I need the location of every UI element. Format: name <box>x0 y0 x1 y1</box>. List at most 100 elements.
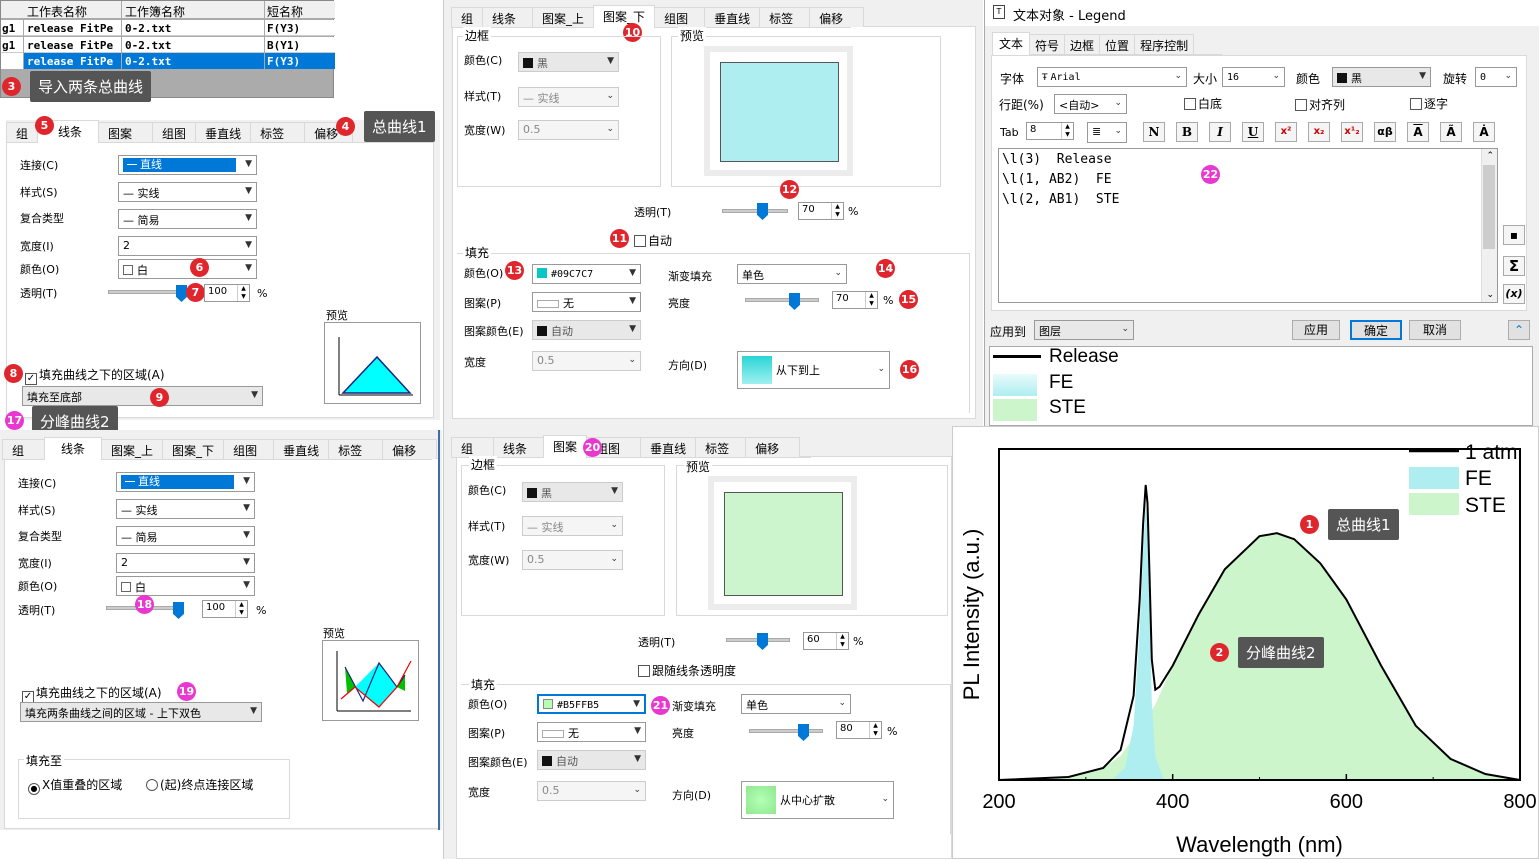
pattern-select[interactable]: 无 ▼ <box>532 292 641 312</box>
line-spacing-select[interactable]: <自动> ⌄ <box>1054 94 1127 114</box>
table-cell[interactable]: F(Y3) <box>267 22 301 35</box>
pattern-color-select[interactable]: 自动 ▼ <box>532 320 641 340</box>
overline-button[interactable]: A <box>1407 122 1429 142</box>
table-cell[interactable]: 0-2.txt <box>125 55 172 68</box>
border-width-select[interactable]: 0.5 ⌄ <box>518 120 619 140</box>
spin-arrows-icon[interactable]: ▲ ▼ <box>869 722 881 738</box>
border-style-select[interactable]: — 实线 ⌄ <box>522 516 623 536</box>
transparency-input[interactable]: 100 ▲ ▼ <box>204 284 250 302</box>
spin-arrows-icon[interactable]: ▲ ▼ <box>237 285 249 301</box>
connect-select[interactable]: 直线 ▼ <box>116 472 255 492</box>
tab-drop-lines[interactable]: 垂直线 <box>195 122 252 142</box>
spin-arrows-icon[interactable]: ▲ ▼ <box>831 203 843 219</box>
scroll-up-icon[interactable]: ⌃ <box>1486 151 1494 161</box>
tab-programming[interactable]: 程序控制 <box>1134 34 1195 54</box>
brightness-slider[interactable] <box>749 729 823 733</box>
fill-between-select[interactable]: 填充两条曲线之间的区域 - 上下双色 ▼ <box>20 702 262 722</box>
fill-under-curve-checkbox[interactable]: ✓ 填充曲线之下的区域(A) <box>25 366 165 385</box>
border-color-select[interactable]: 黑 ▼ <box>522 482 623 502</box>
tab-drop-lines[interactable]: 垂直线 <box>704 7 761 27</box>
tab-pattern-upper[interactable]: 图案_上 <box>101 439 164 459</box>
table-cell[interactable]: 0-2.txt <box>125 22 172 35</box>
gradient-select[interactable]: 单色 ⌄ <box>737 264 847 284</box>
width-select[interactable]: 2 ▼ <box>118 236 257 256</box>
collapse-button[interactable]: ⌃ <box>1508 320 1530 340</box>
tab-pattern-lower[interactable]: 图案_下 <box>162 439 225 459</box>
italic-button[interactable]: I <box>1209 122 1231 142</box>
tab-size-input[interactable]: 8 ▲ ▼ <box>1026 122 1074 140</box>
rotate-select[interactable]: 0 ⌄ <box>1475 67 1517 87</box>
greek-button[interactable]: αβ <box>1374 122 1396 142</box>
apply-to-select[interactable]: 图层 ⌄ <box>1034 320 1134 340</box>
slider-thumb[interactable] <box>757 633 768 650</box>
slider-thumb[interactable] <box>798 724 809 741</box>
normal-button[interactable]: N <box>1143 122 1165 142</box>
tab-group-plot[interactable]: 组图 <box>223 439 275 459</box>
table-cell[interactable]: F(Y3) <box>267 55 301 68</box>
fill-color-select[interactable]: #09C7C7 ▼ <box>532 264 641 284</box>
spin-arrows-icon[interactable]: ▲ ▼ <box>865 292 877 308</box>
fill-to-select[interactable]: 填充至底部 ▼ <box>22 386 263 406</box>
radio-x-overlap[interactable]: ● X值重叠的区域 <box>28 776 122 795</box>
font-color-select[interactable]: 黑 ▼ <box>1332 67 1431 87</box>
compound-select[interactable]: — 简易 ▼ <box>118 209 257 229</box>
spin-arrows-icon[interactable]: ▲ ▼ <box>1061 123 1073 139</box>
legend-text-editor[interactable]: ⌃ ⌄ \l(3) Release \l(1, AB2) FE \l(2, AB… <box>998 148 1498 303</box>
brightness-input[interactable]: 70 ▲ ▼ <box>832 291 878 309</box>
tab-symbol[interactable]: 符号 <box>1029 34 1066 54</box>
transparency-input[interactable]: 100 ▲ ▼ <box>202 600 248 618</box>
slider-thumb[interactable] <box>176 285 187 302</box>
slider-thumb[interactable] <box>173 602 184 619</box>
transparency-slider[interactable] <box>108 290 186 294</box>
subscript-button[interactable]: x₂ <box>1308 122 1330 142</box>
slider-thumb[interactable] <box>757 203 768 220</box>
table-cell[interactable]: 0-2.txt <box>125 39 172 52</box>
table-row[interactable]: release FitPe <box>27 39 114 52</box>
fill-under-curve-checkbox[interactable]: ✓ 填充曲线之下的区域(A) <box>22 684 162 703</box>
tab-line[interactable]: 线条 <box>44 437 103 460</box>
tab-label[interactable]: 标签 <box>759 7 811 27</box>
follow-line-transparency-checkbox[interactable]: 跟随线条透明度 <box>638 662 736 679</box>
direction-select[interactable]: 从中心扩散 ⌄ <box>741 781 894 819</box>
table-row[interactable]: release FitPe <box>27 55 114 68</box>
compound-select[interactable]: — 简易 ▼ <box>116 526 255 546</box>
tab-label[interactable]: 标签 <box>695 437 747 457</box>
pattern-width-select[interactable]: 0.5 ⌄ <box>537 781 646 801</box>
spin-arrows-icon[interactable]: ▲ ▼ <box>836 633 848 649</box>
dot-accent-button[interactable]: Ȧ <box>1473 122 1495 142</box>
tab-group-plot[interactable]: 组图 <box>654 7 706 27</box>
verbatim-checkbox[interactable]: 逐字 <box>1410 95 1448 112</box>
tab-position[interactable]: 位置 <box>1099 34 1136 54</box>
connect-select[interactable]: 直线 ▼ <box>118 155 257 175</box>
radio-endpoint-connect[interactable]: (起)终点连接区域 <box>146 776 253 793</box>
fill-color-select[interactable]: #B5FFB5 ▼ <box>537 694 646 714</box>
alignment-select[interactable]: ≣ ⌄ <box>1087 122 1127 143</box>
scrollbar-thumb[interactable] <box>1483 165 1495 249</box>
auto-checkbox[interactable]: 自动 <box>634 232 672 249</box>
tab-line[interactable]: 线条 <box>482 7 534 27</box>
tab-border[interactable]: 边框 <box>1064 34 1101 54</box>
table-cell[interactable]: B(Y1) <box>267 39 301 52</box>
border-color-select[interactable]: 黑 ▼ <box>518 52 619 72</box>
color-select[interactable]: 白 ▼ <box>118 259 257 279</box>
variable-button[interactable]: (x) <box>1503 284 1525 304</box>
col-header-short[interactable]: 短名称 <box>267 5 304 19</box>
tab-pattern[interactable]: 图案 <box>543 435 588 458</box>
tab-line[interactable]: 线条 <box>493 437 545 457</box>
fill-transparency-input[interactable]: 70 ▲ ▼ <box>798 202 844 220</box>
style-select[interactable]: — 实线 ▼ <box>118 182 257 202</box>
fill-transparency-slider[interactable] <box>722 209 788 213</box>
tab-group[interactable]: 组 <box>451 7 484 27</box>
tab-group[interactable]: 组 <box>6 122 39 142</box>
tab-pattern-upper[interactable]: 图案_上 <box>532 7 595 27</box>
tab-pattern[interactable]: 图案 <box>98 122 154 142</box>
tab-offset[interactable]: 偏移 <box>809 7 865 27</box>
sum-button[interactable]: Σ <box>1503 256 1525 276</box>
tilde-button[interactable]: Ã <box>1440 122 1462 142</box>
fill-transparency-input[interactable]: 60 ▲ ▼ <box>803 632 849 650</box>
tab-group[interactable]: 组 <box>2 439 46 459</box>
style-select[interactable]: — 实线 ▼ <box>116 499 255 519</box>
tab-drop-lines[interactable]: 垂直线 <box>640 437 697 457</box>
pattern-select[interactable]: 无 ▼ <box>537 722 646 742</box>
size-select[interactable]: 16 ⌄ <box>1222 67 1285 87</box>
